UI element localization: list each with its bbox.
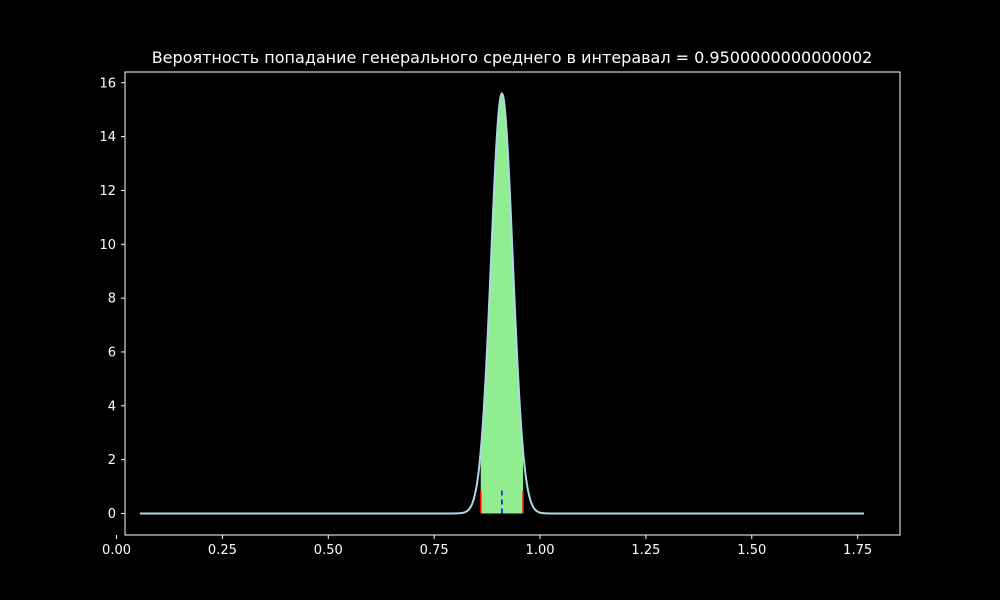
- axes-frame: [124, 71, 901, 536]
- y-tick-label: 8: [108, 292, 116, 307]
- density-curve: [139, 92, 864, 515]
- y-tick-label: 12: [99, 184, 116, 199]
- y-tick-label: 0: [108, 507, 116, 522]
- x-tick-label: 1.75: [843, 543, 872, 558]
- x-tick-label: 1.25: [631, 543, 660, 558]
- y-tick-label: 16: [99, 76, 116, 91]
- y-tick-label: 6: [108, 345, 116, 360]
- y-tick-label: 2: [108, 453, 116, 468]
- y-tick-label: 14: [99, 130, 116, 145]
- y-tick-label: 4: [108, 399, 116, 414]
- plot-area: [139, 92, 864, 515]
- y-axis: 0 2 4 6 8 10 12 14 16: [99, 76, 125, 522]
- chart-title: Вероятность попадание генерального средн…: [152, 48, 873, 67]
- x-tick-label: 0.25: [208, 543, 237, 558]
- x-tick-label: 0.00: [102, 543, 131, 558]
- x-axis: 0.00 0.25 0.50 0.75 1.00 1.25 1.50 1.75: [102, 535, 872, 558]
- x-tick-label: 1.50: [737, 543, 766, 558]
- x-tick-label: 1.00: [526, 543, 555, 558]
- y-tick-label: 10: [99, 238, 116, 253]
- x-tick-label: 0.75: [420, 543, 449, 558]
- confidence-interval-area: [480, 93, 524, 514]
- x-tick-label: 0.50: [314, 543, 343, 558]
